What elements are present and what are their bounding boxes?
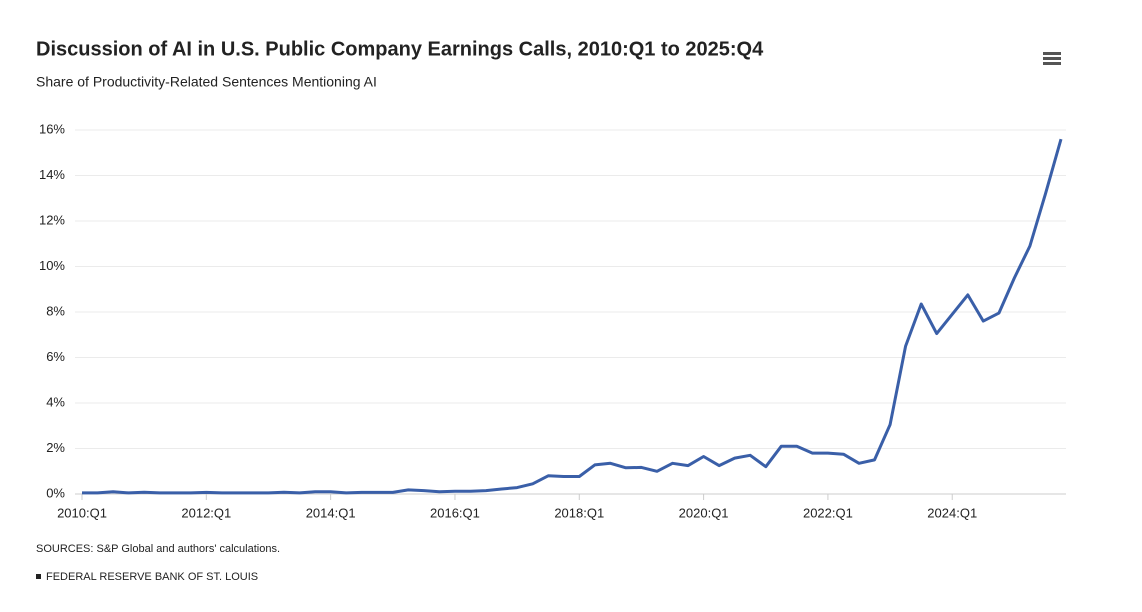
- menu-bar: [1043, 52, 1061, 55]
- y-tick-label: 0%: [46, 485, 65, 500]
- chart-title: Discussion of AI in U.S. Public Company …: [36, 38, 764, 60]
- menu-bar: [1043, 57, 1061, 60]
- menu-bar: [1043, 62, 1061, 65]
- x-tick-label: 2024:Q1: [927, 505, 977, 520]
- menu-button[interactable]: [1043, 52, 1061, 65]
- footer-bullet: [36, 574, 41, 579]
- y-tick-label: 12%: [39, 212, 65, 227]
- x-tick-label: 2022:Q1: [803, 505, 853, 520]
- y-tick-label: 16%: [39, 121, 65, 136]
- source-note: SOURCES: S&P Global and authors' calcula…: [36, 543, 280, 555]
- x-tick-label: 2010:Q1: [57, 505, 107, 520]
- x-tick-label: 2014:Q1: [306, 505, 356, 520]
- x-tick-label: 2012:Q1: [181, 505, 231, 520]
- y-tick-label: 2%: [46, 440, 65, 455]
- data-line: [82, 138, 1063, 495]
- chart-subtitle: Share of Productivity-Related Sentences …: [36, 74, 377, 90]
- x-tick-label: 2020:Q1: [679, 505, 729, 520]
- y-tick-label: 14%: [39, 167, 65, 182]
- y-tick-label: 8%: [46, 303, 65, 318]
- y-tick-label: 4%: [46, 394, 65, 409]
- x-tick-label: 2016:Q1: [430, 505, 480, 520]
- footer: FEDERAL RESERVE BANK OF ST. LOUIS: [46, 571, 258, 583]
- y-tick-label: 10%: [39, 258, 65, 273]
- x-tick-label: 2018:Q1: [554, 505, 604, 520]
- y-tick-label: 6%: [46, 349, 65, 364]
